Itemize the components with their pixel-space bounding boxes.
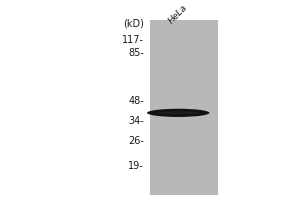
Text: (kD): (kD): [123, 18, 144, 28]
Text: 34-: 34-: [128, 116, 144, 126]
Text: 117-: 117-: [122, 35, 144, 45]
Text: 26-: 26-: [128, 136, 144, 146]
Ellipse shape: [147, 109, 209, 117]
Text: 48-: 48-: [128, 96, 144, 106]
Ellipse shape: [156, 111, 200, 114]
Text: 19-: 19-: [128, 161, 144, 171]
Text: 85-: 85-: [128, 48, 144, 58]
Bar: [150, 20, 218, 195]
Text: HeLa: HeLa: [167, 3, 190, 25]
